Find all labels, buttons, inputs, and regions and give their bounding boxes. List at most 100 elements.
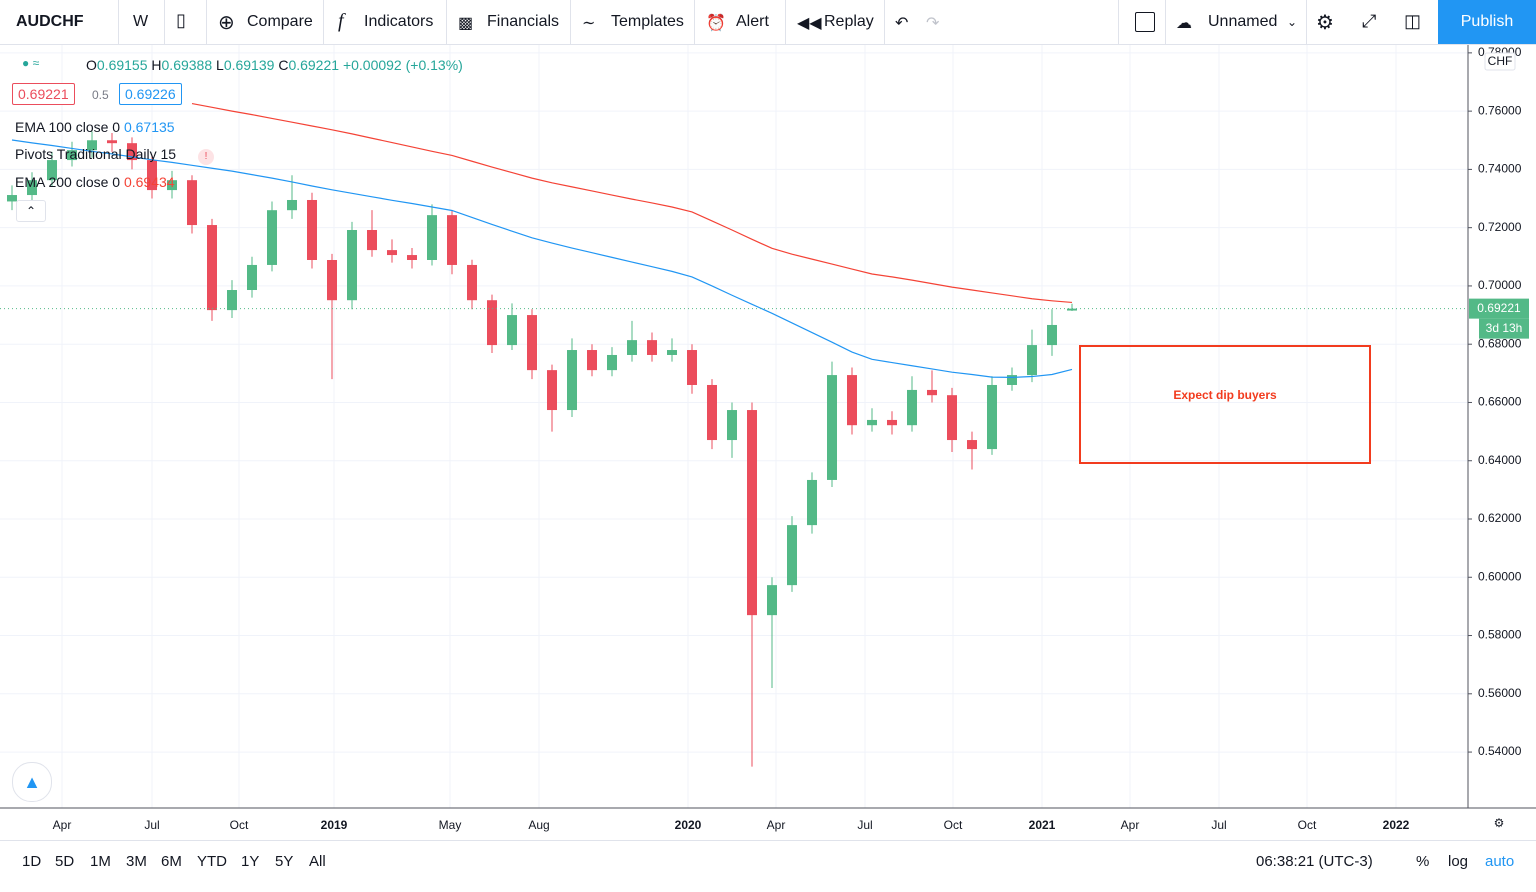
ohlc-value: 0.69155 [96,57,148,73]
ema-line [191,102,1073,304]
range-button[interactable]: 1Y [241,853,260,870]
bottom-bar: 1D 5D 1M 3M 6M YTD 1Y 5Y All 06:38:21 (UTC-3)% log… [0,840,1536,881]
change: +0.00092 (+0.13%) [342,57,463,73]
layout-name[interactable]: Unnamed [1208,13,1278,30]
last-price-label: 0.69221 [1477,301,1521,315]
y-tick-label: 0.74000 [1478,162,1522,176]
candle-body [467,264,477,301]
separator [1165,0,1166,44]
candle-body [1067,308,1077,311]
layout-icon[interactable] [1135,12,1155,32]
separator [570,0,571,44]
candle-body [667,350,677,355]
snapshot-icon[interactable]: ◫ [1404,11,1422,31]
countdown-box [1479,318,1529,339]
candle-body [327,260,337,301]
candle-body [967,440,977,450]
indicator-legend: Pivots Traditional Daily 15 ! [15,146,214,165]
toolbar-item[interactable]: Compare [247,13,313,30]
candle-body [407,255,417,261]
x-tick-label: Apr [767,818,786,832]
redo[interactable]: ↷ [926,15,940,32]
separator [884,0,885,44]
fullscreen-icon[interactable]: ⤢ [1362,11,1377,31]
toolbar-item[interactable]: Financials [487,13,560,30]
separator [206,0,207,44]
candle-body [807,479,817,526]
candle-body [567,350,577,411]
indicator-name: EMA 200 close 0 [15,174,121,190]
templates-icon: ∼ [582,15,596,32]
candle-body [747,410,757,616]
collapse-legend[interactable]: ⌃ [16,200,46,222]
separator [164,0,165,44]
currency-label: CHF [1484,52,1516,71]
y-tick-label: 0.58000 [1478,628,1522,642]
settings-icon[interactable]: ⚙ [1316,12,1334,34]
x-tick-label: Jul [857,818,872,832]
range-button[interactable]: 6M [161,853,182,870]
annotation-box [1079,345,1371,464]
symbol[interactable]: AUDCHF [16,13,84,30]
candle-body [547,370,557,411]
candle-body [887,419,897,426]
range-button[interactable]: 1D [22,853,42,870]
candle-body [267,210,277,265]
x-tick-label: Jul [1211,818,1226,832]
candle-body [47,160,57,181]
indicator-value: 0.69434 [123,174,175,190]
x-tick-label: Aug [528,818,549,832]
cloud-icon: ☁ [1176,15,1192,32]
logo[interactable]: ▲ [12,762,52,802]
range-button[interactable]: 5D [55,853,75,870]
status-icons: ● ≈ [22,56,40,70]
chart-type-icon[interactable]: ▯ [176,10,186,30]
x-tick-label: 2020 [675,818,702,832]
candle-body [147,160,157,191]
toolbar-item[interactable]: Replay [824,13,874,30]
axis-option[interactable]: auto [1485,853,1515,870]
undo[interactable]: ↶ [895,15,909,32]
x-tick-label: Apr [53,818,72,832]
range-button[interactable]: 3M [126,853,147,870]
dropdown-arrow[interactable]: ⌄ [1287,15,1298,29]
toolbar-item[interactable]: Templates [611,13,684,30]
x-tick-label: Jul [144,818,159,832]
candle-body [927,389,937,396]
x-tick-label: Apr [1121,818,1140,832]
replay-icon: ◀◀ [797,15,822,32]
candle-body [307,199,317,261]
candle-body [727,410,737,441]
financials-icon: ▩ [458,15,474,32]
warning-badge: ! [197,149,214,165]
axis-option[interactable]: % [1416,853,1430,870]
separator [1118,0,1119,44]
range-button[interactable]: YTD [197,853,227,870]
separator [694,0,695,44]
separator [118,0,119,44]
y-tick-label: 0.70000 [1478,278,1522,292]
range-button[interactable]: 1M [90,853,111,870]
publish-button[interactable]: Publish [1438,0,1536,44]
settings-icon: ⚙ [1494,816,1505,830]
sell-price[interactable]: 0.69221 [12,83,75,105]
candle-body [1047,324,1057,346]
compare-icon: ⊕ [218,12,235,34]
buy-price[interactable]: 0.69226 [119,83,182,105]
candle-body [487,300,497,346]
toolbar-item[interactable]: Indicators [364,13,434,30]
range-button[interactable]: All [309,853,326,870]
y-tick-label: 0.62000 [1478,511,1522,525]
x-tick-label: Oct [230,818,249,832]
interval[interactable]: W [133,13,149,30]
axis-option[interactable]: log [1448,853,1469,870]
x-tick-label: 2021 [1029,818,1056,832]
candle-body [647,340,657,355]
toolbar-item[interactable]: Alert [736,13,769,30]
range-button[interactable]: 5Y [275,853,294,870]
ohlc-value: 0.69388 [161,57,213,73]
ema-line [11,139,1073,379]
candle-body [1007,375,1017,385]
candle-body [27,180,37,196]
